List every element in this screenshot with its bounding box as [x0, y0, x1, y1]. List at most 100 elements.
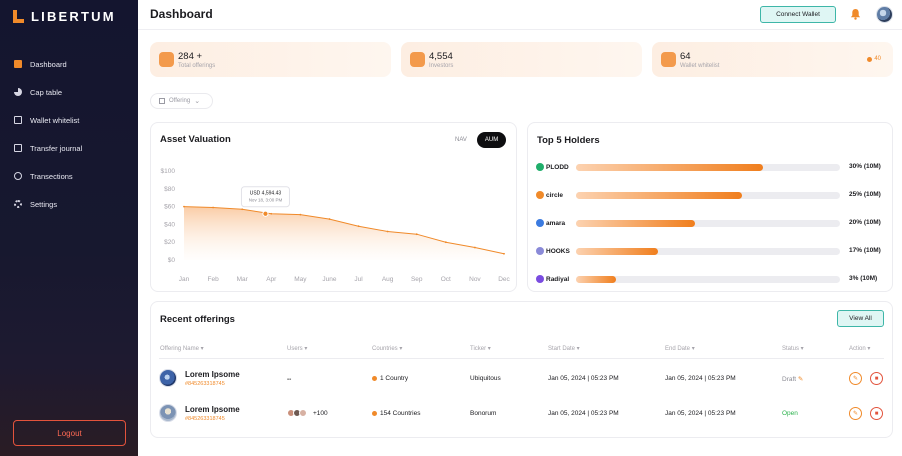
ticker-value: Bonorum — [470, 410, 497, 417]
divider — [159, 358, 884, 359]
company-logo-icon — [536, 163, 544, 171]
pencil-icon: ✎ — [852, 376, 859, 382]
top-holders-panel: Top 5 Holders PLODD 30% (10M) circle 25% (1… — [527, 122, 893, 292]
holder-bar-fill — [576, 164, 764, 171]
column-header-label: Start Date — [548, 346, 576, 352]
column-header-label: Countries — [372, 346, 398, 352]
column-header-offering-name[interactable]: Offering Name ▾ — [160, 346, 204, 352]
edit-button[interactable]: ✎ — [849, 407, 862, 420]
grid-icon — [159, 98, 165, 104]
logo[interactable]: LIBERTUM — [13, 7, 116, 25]
column-header-label: Ticker — [470, 346, 487, 352]
holder-percentage: 30% (10M) — [849, 163, 881, 170]
view-all-button[interactable]: View All — [837, 310, 884, 327]
sidebar-item-label: Transections — [30, 171, 73, 181]
x-tick-label: Oct — [441, 276, 451, 283]
location-icon — [372, 410, 377, 416]
holder-row: PLODD 30% (10M) — [536, 161, 886, 173]
offerings-icon — [159, 52, 174, 67]
column-header-start-date[interactable]: Start Date ▾ — [548, 346, 580, 352]
table-row[interactable]: Lorem Ipsome #845263318745 -- 1 Country … — [151, 362, 892, 396]
company-logo-icon — [536, 219, 544, 227]
status-badge: Open — [782, 410, 798, 417]
table-row[interactable]: Lorem Ipsome #845263318745 +100 154 Coun… — [151, 397, 892, 431]
user-avatar-group — [287, 409, 307, 417]
holder-row: Radiyal 3% (10M) — [536, 273, 886, 285]
stat-card-investors: 4,554 Investors — [401, 42, 642, 77]
sidebar-item-settings[interactable]: Settings — [0, 190, 138, 218]
ticker-value: Ubiquitous — [470, 375, 501, 382]
holder-bar-track — [576, 192, 840, 199]
holder-logo: HOOKS — [536, 245, 570, 257]
holder-row: HOOKS 17% (10M) — [536, 245, 886, 257]
holder-percentage: 25% (10M) — [849, 191, 881, 198]
stat-card-wallet-whitelist: 64 Wallet whitelist 40 — [652, 42, 893, 77]
asset-valuation-panel: Asset Valuation NAV AUM $0 $20 $40 $60 $80 $1… — [150, 122, 517, 292]
y-tick-label: $60 — [164, 204, 175, 211]
stat-badge-value: 40 — [874, 56, 881, 62]
toggle-aum[interactable]: AUM — [476, 132, 507, 148]
chart-line — [183, 206, 505, 255]
edit-button[interactable]: ✎ — [849, 372, 862, 385]
sidebar-item-transactions[interactable]: Transections — [0, 162, 138, 190]
logout-button[interactable]: Logout — [13, 420, 126, 446]
toggle-nav[interactable]: NAV — [455, 137, 467, 143]
data-point — [386, 230, 389, 233]
data-point — [183, 205, 185, 208]
delete-button[interactable]: ■ — [870, 372, 883, 385]
company-logo-icon — [536, 247, 544, 255]
x-tick-label: Nov — [469, 276, 481, 283]
stat-value: 64 — [680, 51, 691, 62]
users-value: -- — [287, 376, 292, 383]
column-header-countries[interactable]: Countries ▾ — [372, 346, 403, 352]
column-header-status[interactable]: Status ▾ — [782, 346, 804, 352]
x-tick-label: May — [294, 276, 307, 283]
sidebar-item-cap-table[interactable]: Cap table — [0, 78, 138, 106]
x-tick-label: Sep — [411, 276, 423, 283]
data-point — [474, 246, 476, 249]
sidebar: LIBERTUM Dashboard Cap table Wallet whit… — [0, 0, 138, 456]
data-point — [415, 233, 418, 236]
panel-title: Recent offerings — [160, 314, 235, 325]
column-header-users[interactable]: Users ▾ — [287, 346, 308, 352]
bell-icon[interactable] — [850, 8, 861, 20]
company-logo-icon — [536, 275, 544, 283]
sidebar-item-wallet-whitelist[interactable]: Wallet whitelist — [0, 106, 138, 134]
holder-bar-fill — [576, 192, 743, 199]
asset-valuation-chart: $0 $20 $40 $60 $80 $100 Jan Feb Mar Apr May June Jul… — [161, 168, 511, 283]
highlight-point — [262, 210, 269, 217]
stat-value: 284 + — [178, 51, 203, 62]
column-header-ticker[interactable]: Ticker ▾ — [470, 346, 491, 352]
sidebar-item-label: Settings — [30, 199, 58, 209]
offering-id: #845263318745 — [185, 416, 225, 422]
user-avatar[interactable] — [876, 6, 893, 23]
offering-filter-dropdown[interactable]: Offering ⌄ — [150, 93, 213, 109]
delete-button[interactable]: ■ — [870, 407, 883, 420]
panel-title: Top 5 Holders — [537, 135, 600, 146]
data-point — [357, 225, 360, 228]
gear-icon — [14, 200, 22, 208]
y-tick-label: $20 — [164, 239, 175, 246]
coin-icon — [867, 56, 873, 62]
data-point — [212, 206, 214, 209]
pie-chart-icon — [14, 88, 22, 96]
column-header-end-date[interactable]: End Date ▾ — [665, 346, 695, 352]
sidebar-item-dashboard[interactable]: Dashboard — [0, 50, 138, 78]
stat-badge: 40 — [867, 56, 881, 62]
offering-avatar — [159, 404, 177, 422]
trash-icon: ■ — [874, 375, 879, 382]
x-tick-label: Dec — [498, 276, 510, 283]
countries-value: 1 Country — [372, 375, 408, 382]
data-point — [241, 208, 244, 211]
pencil-icon: ✎ — [852, 411, 859, 417]
connect-wallet-button[interactable]: Connect Wallet — [760, 6, 836, 23]
holder-name: amara — [546, 219, 566, 227]
chart-tooltip — [240, 186, 290, 208]
sidebar-item-label: Wallet whitelist — [30, 115, 80, 125]
sidebar-item-transfer-journal[interactable]: Transfer journal — [0, 134, 138, 162]
x-tick-label: Aug — [382, 276, 394, 283]
holder-percentage: 3% (10M) — [849, 275, 878, 282]
data-point — [299, 213, 302, 216]
column-header-action[interactable]: Action ▾ — [849, 346, 871, 352]
transactions-icon — [14, 172, 22, 180]
